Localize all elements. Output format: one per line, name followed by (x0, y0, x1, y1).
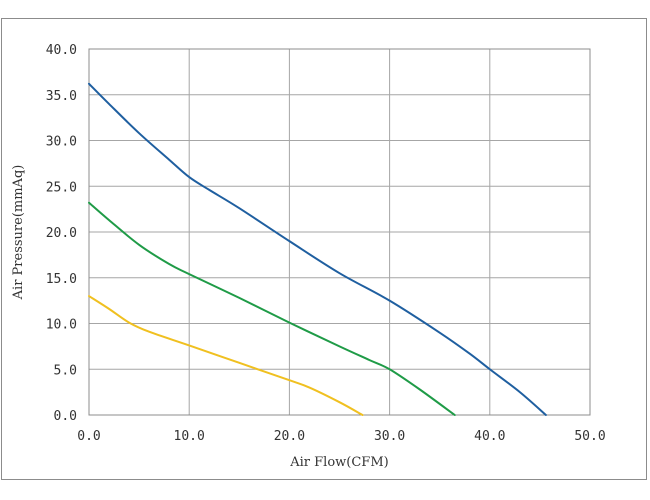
y-tick-label: 5.0 (54, 363, 77, 378)
y-tick-label: 35.0 (46, 89, 77, 104)
y-tick-label: 0.0 (54, 409, 77, 424)
plot-area (88, 48, 591, 416)
y-axis-title: Air Pressure(mmAq) (11, 165, 26, 301)
series-line-2 (88, 201, 456, 416)
x-tick-labels: 0.0 10.0 20.0 30.0 40.0 50.0 (77, 429, 605, 444)
x-tick-label: 30.0 (374, 429, 405, 444)
x-tick-label: 50.0 (574, 429, 605, 444)
grid (88, 48, 591, 416)
y-tick-label: 20.0 (46, 226, 77, 241)
y-tick-label: 25.0 (46, 180, 77, 195)
y-tick-label: 15.0 (46, 272, 77, 287)
x-axis-title: Air Flow(CFM) (289, 455, 388, 470)
series-line-1 (88, 82, 547, 416)
fan-performance-chart: 0.0 5.0 10.0 15.0 20.0 25.0 30.0 35.0 40.0 0.0 10… (11, 43, 606, 470)
x-tick-label: 20.0 (274, 429, 305, 444)
y-tick-label: 40.0 (46, 43, 77, 58)
x-tick-label: 40.0 (474, 429, 505, 444)
y-tick-label: 30.0 (46, 135, 77, 150)
series-line-3 (88, 295, 364, 416)
series-group (88, 82, 547, 416)
x-tick-label: 10.0 (174, 429, 205, 444)
y-tick-labels: 0.0 5.0 10.0 15.0 20.0 25.0 30.0 35.0 40.0 (46, 43, 77, 424)
x-tick-label: 0.0 (77, 429, 100, 444)
chart-frame: 0.0 5.0 10.0 15.0 20.0 25.0 30.0 35.0 40.0 0.0 10… (1, 18, 647, 480)
y-tick-label: 10.0 (46, 318, 77, 333)
